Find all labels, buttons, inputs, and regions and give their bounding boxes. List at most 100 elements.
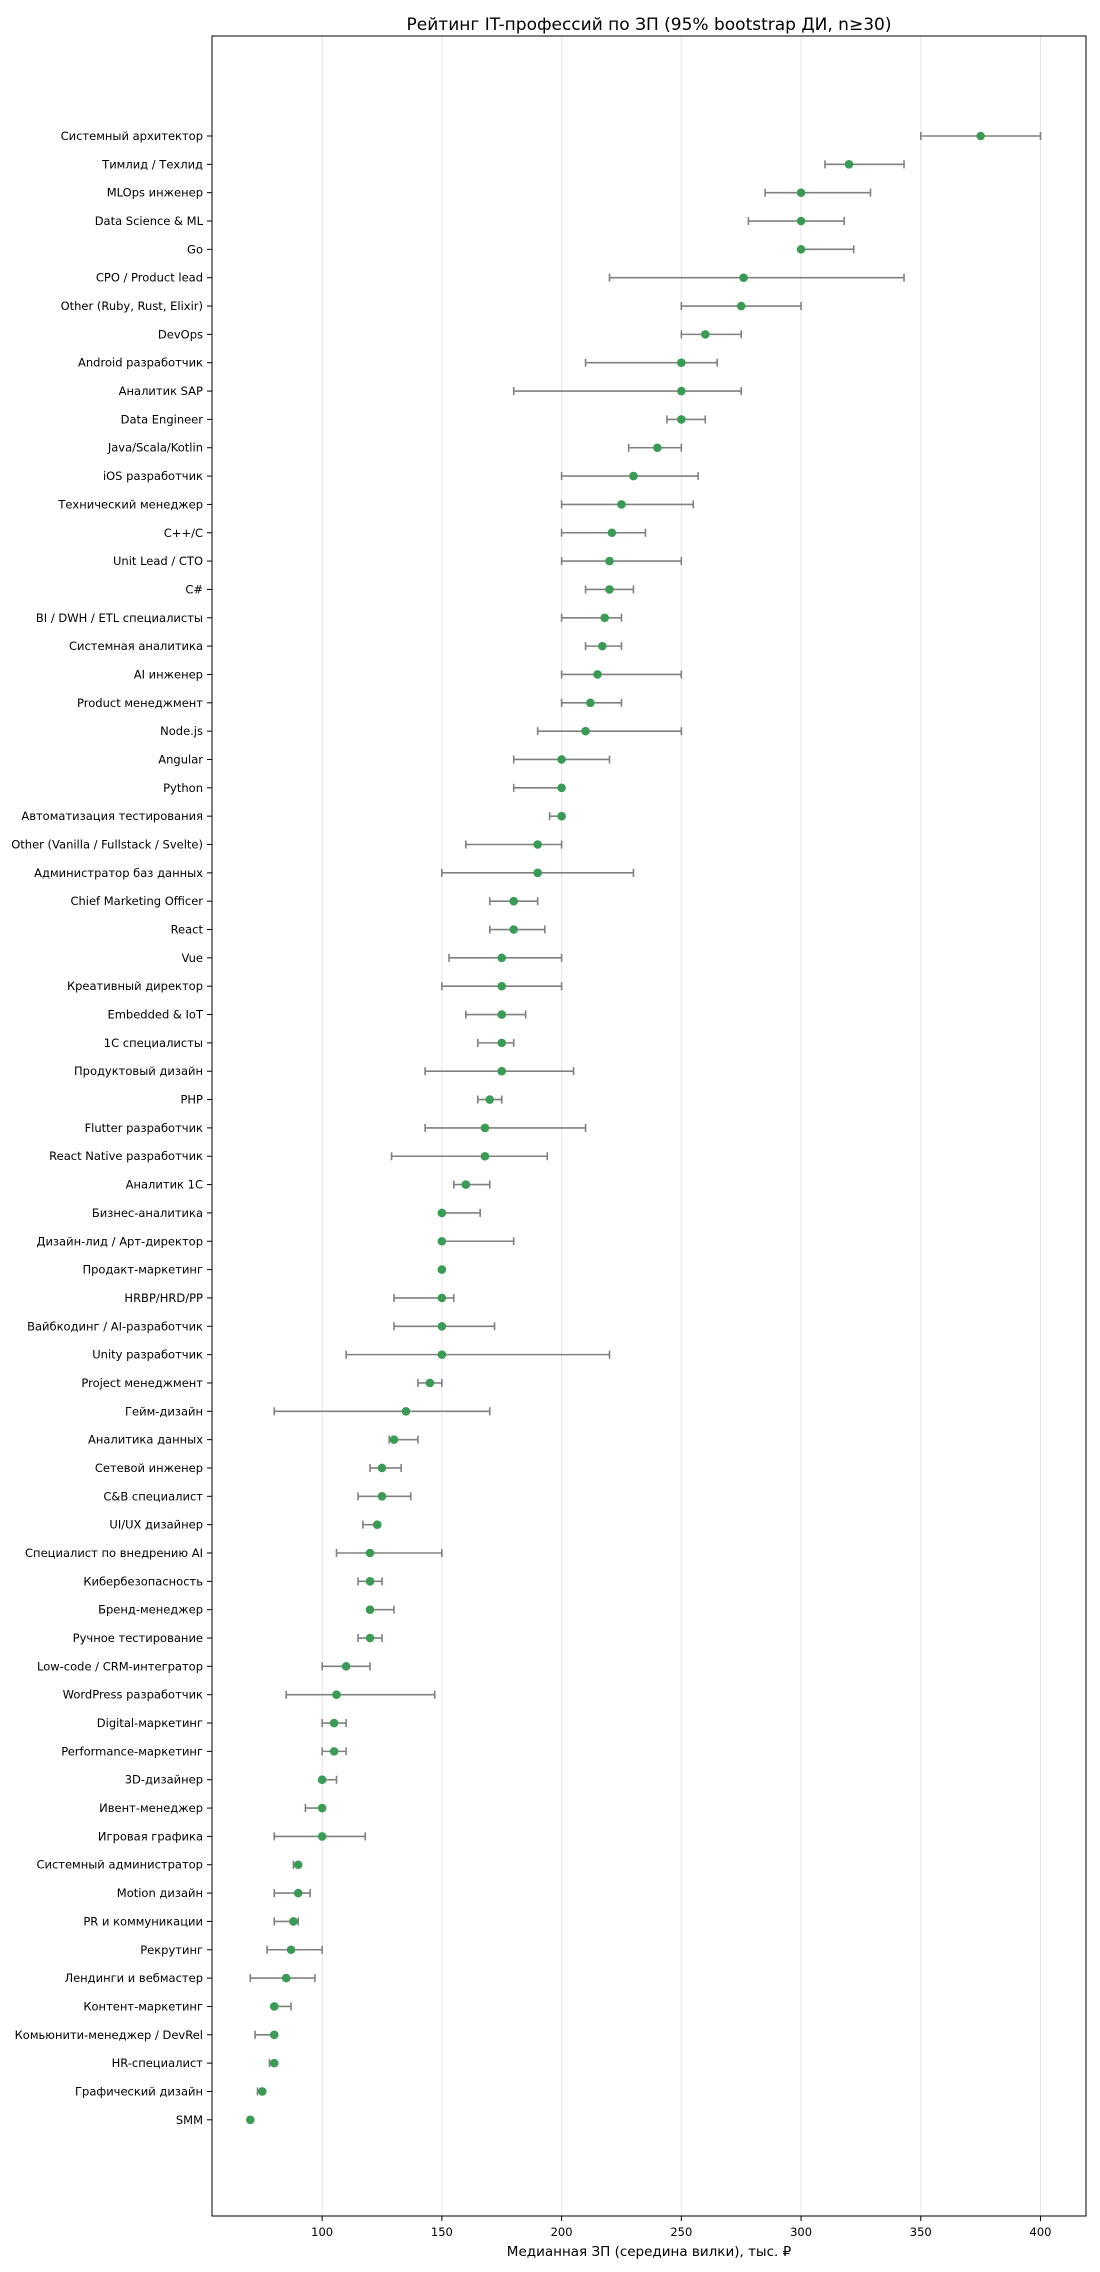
category-label: Vue [182,951,203,965]
data-point [437,1236,447,1246]
category-label: Бренд-менеджер [98,1603,203,1617]
category-label: Контент-маркетинг [83,1999,203,2013]
data-point [600,613,610,623]
data-point [581,726,590,736]
plot-frame [211,35,1087,2217]
data-point [629,471,638,481]
data-point [653,443,662,453]
category-label: Технический менеджер [57,497,203,511]
data-point [437,1293,447,1303]
category-label: BI / DWH / ETL специалисты [36,611,203,625]
x-tick-label: 100 [311,2225,333,2239]
category-label: AI инженер [134,667,203,681]
category-label: Бизнес-аналитика [92,1206,203,1220]
data-point [389,1435,399,1444]
category-label: Аналитика данных [88,1433,203,1447]
category-label: PR и коммуникации [83,1914,203,1928]
data-point [437,1265,447,1274]
data-point [281,1973,291,1983]
category-label: Системный архитектор [61,129,203,143]
data-point [736,301,746,311]
category-label: Ивент-менеджер [99,1801,203,1815]
category-label: 1С специалисты [104,1036,203,1050]
x-tick-layer: 100 150 200 250 300 350 400 [311,2216,1051,2239]
data-point [796,245,806,254]
data-point [286,1945,296,1955]
data-point [365,1548,375,1558]
category-label: Сетевой инженер [95,1461,203,1475]
category-label: Motion дизайн [117,1886,203,1900]
category-label: Системный администратор [36,1858,203,1872]
data-point [246,2115,255,2125]
category-label: Product менеджмент [77,696,203,710]
data-point [480,1123,490,1133]
data-point [586,698,595,708]
data-point [533,868,542,878]
x-tick-label: 200 [551,2225,573,2239]
data-point [533,840,542,849]
data-point [269,2002,279,2011]
category-label: Аналитик SAP [119,384,203,398]
category-label: Data Science & ML [95,214,204,228]
category-label: Python [163,781,203,795]
category-label: C++/C [164,526,203,540]
errorbar-layer [249,132,1042,2124]
data-point [317,1832,327,1841]
category-label: Project менеджмент [81,1376,203,1390]
data-point [509,896,519,906]
category-label: Performance-маркетинг [61,1744,203,1758]
data-point [365,1633,375,1643]
category-label: Other (Vanilla / Fullstack / Svelte) [11,838,203,852]
data-point [372,1520,382,1529]
data-point [976,131,985,141]
category-label: C# [185,582,203,596]
data-point [317,1803,327,1813]
data-point [593,670,602,679]
x-tick-label: 400 [1030,2225,1052,2239]
category-label: iOS разработчик [103,469,203,483]
category-label: Администратор баз данных [34,866,203,880]
category-label: Продакт-маркетинг [82,1263,203,1277]
data-point [739,273,748,283]
data-point [480,1151,490,1161]
data-point [401,1407,411,1416]
data-point [365,1605,375,1614]
chart-title: Рейтинг IT-профессий по ЗП (95% bootstra… [407,15,892,35]
category-label: Node.js [160,724,203,738]
data-point [377,1492,387,1501]
data-point [677,386,686,396]
category-label: Дизайн-лид / Арт-директор [36,1234,203,1248]
category-label: HRBP/HRD/PP [124,1291,203,1305]
data-point [607,528,617,538]
category-label: Data Engineer [121,412,204,426]
data-point [437,1350,447,1359]
data-point [289,1917,298,1926]
data-point [677,415,686,424]
category-label: Embedded & IoT [107,1008,204,1022]
data-point [461,1180,471,1189]
data-point [329,1718,339,1728]
category-label: MLOps инженер [107,186,203,200]
data-point [557,811,566,821]
data-point [425,1378,435,1388]
category-label: PHP [180,1093,203,1107]
category-label: Low-code / CRM-интегратор [37,1659,203,1673]
category-label: Unit Lead / CTO [113,554,203,568]
category-label: Тимлид / Техлид [101,157,203,171]
data-point [796,188,806,197]
data-point [269,2058,279,2068]
category-label: DevOps [158,327,203,341]
x-tick-label: 300 [790,2225,812,2239]
category-label: Лендинги и вебмастер [64,1971,203,1985]
data-point [598,641,607,651]
data-point [377,1463,387,1473]
category-label: UI/UX дизайнер [109,1518,203,1532]
data-point [332,1690,341,1699]
category-label: React [171,923,204,937]
data-point [485,1095,495,1104]
category-label: Гейм-дизайн [125,1404,203,1418]
category-label: Flutter разработчик [85,1121,203,1135]
data-point [677,358,686,368]
